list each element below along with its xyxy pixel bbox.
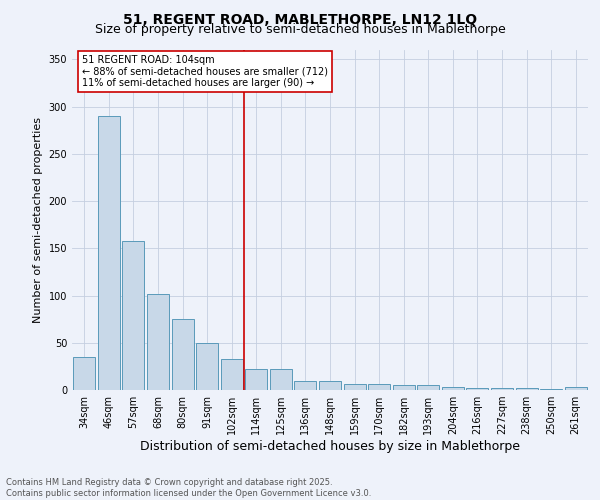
Y-axis label: Number of semi-detached properties: Number of semi-detached properties	[33, 117, 43, 323]
Bar	[122, 241, 145, 390]
Bar	[270, 369, 292, 390]
Bar	[98, 116, 120, 390]
Bar	[344, 384, 365, 390]
Bar	[368, 384, 390, 390]
Text: 51, REGENT ROAD, MABLETHORPE, LN12 1LQ: 51, REGENT ROAD, MABLETHORPE, LN12 1LQ	[123, 12, 477, 26]
Bar	[147, 294, 169, 390]
Bar	[515, 388, 538, 390]
X-axis label: Distribution of semi-detached houses by size in Mablethorpe: Distribution of semi-detached houses by …	[140, 440, 520, 453]
Bar	[491, 388, 513, 390]
Bar	[442, 387, 464, 390]
Bar	[392, 386, 415, 390]
Text: Size of property relative to semi-detached houses in Mablethorpe: Size of property relative to semi-detach…	[95, 22, 505, 36]
Bar	[565, 387, 587, 390]
Bar	[196, 343, 218, 390]
Bar	[417, 386, 439, 390]
Bar	[245, 369, 268, 390]
Bar	[172, 319, 194, 390]
Bar	[73, 357, 95, 390]
Text: 51 REGENT ROAD: 104sqm
← 88% of semi-detached houses are smaller (712)
11% of se: 51 REGENT ROAD: 104sqm ← 88% of semi-det…	[82, 55, 328, 88]
Text: Contains HM Land Registry data © Crown copyright and database right 2025.
Contai: Contains HM Land Registry data © Crown c…	[6, 478, 371, 498]
Bar	[319, 380, 341, 390]
Bar	[466, 388, 488, 390]
Bar	[221, 359, 243, 390]
Bar	[295, 380, 316, 390]
Bar	[540, 389, 562, 390]
